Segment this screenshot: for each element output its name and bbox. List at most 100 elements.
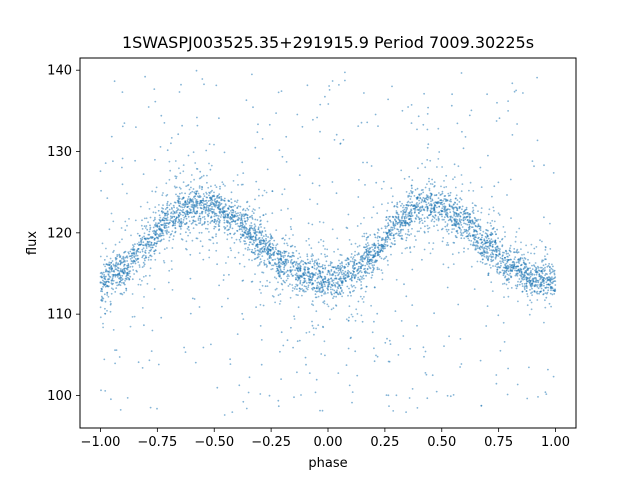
- data-point: [265, 239, 268, 242]
- data-point: [323, 300, 326, 302]
- data-point: [173, 201, 176, 204]
- data-point: [280, 331, 283, 334]
- data-point: [260, 363, 263, 366]
- data-point: [313, 264, 316, 267]
- data-point: [105, 268, 107, 271]
- data-points: [99, 69, 557, 416]
- data-point: [525, 290, 528, 292]
- data-point: [280, 378, 282, 380]
- data-point: [449, 198, 452, 201]
- data-point: [540, 270, 543, 272]
- data-point: [165, 231, 168, 234]
- data-point: [507, 100, 509, 102]
- data-point: [361, 298, 364, 300]
- data-point: [527, 267, 529, 270]
- data-point: [429, 159, 432, 162]
- data-point: [451, 93, 453, 96]
- data-point: [100, 290, 102, 292]
- data-point: [148, 245, 151, 248]
- data-point: [154, 249, 157, 252]
- data-point: [351, 279, 353, 282]
- data-point: [539, 278, 541, 281]
- data-point: [370, 165, 373, 167]
- data-point: [544, 286, 547, 289]
- data-point: [237, 225, 240, 227]
- data-point: [264, 250, 266, 253]
- data-point: [360, 281, 362, 283]
- data-point: [510, 258, 512, 261]
- data-point: [154, 225, 157, 228]
- data-point: [236, 206, 239, 209]
- data-point: [283, 262, 286, 265]
- data-point: [441, 201, 443, 204]
- data-point: [407, 106, 409, 108]
- data-point: [124, 220, 127, 223]
- data-point: [112, 160, 114, 163]
- data-point: [294, 263, 297, 266]
- data-point: [296, 269, 299, 272]
- data-point: [133, 315, 136, 318]
- data-point: [541, 266, 543, 269]
- data-point: [255, 306, 257, 308]
- data-point: [317, 290, 319, 293]
- data-point: [171, 289, 174, 291]
- data-point: [257, 264, 259, 267]
- data-point: [235, 238, 238, 241]
- data-point: [308, 244, 311, 246]
- data-point: [198, 231, 201, 234]
- data-point: [502, 274, 505, 277]
- data-point: [175, 177, 178, 180]
- data-point: [187, 198, 189, 201]
- data-point: [204, 218, 206, 220]
- data-point: [283, 272, 286, 274]
- data-point: [373, 247, 376, 250]
- data-point: [287, 273, 289, 276]
- data-point: [409, 201, 411, 204]
- data-point: [434, 214, 437, 217]
- data-point: [224, 227, 226, 230]
- data-point: [520, 275, 522, 277]
- data-point: [282, 260, 285, 263]
- data-point: [407, 228, 410, 231]
- data-point: [281, 251, 284, 254]
- data-point: [327, 271, 330, 274]
- data-point: [369, 234, 372, 236]
- data-point: [157, 222, 160, 225]
- data-point: [191, 221, 194, 224]
- data-point: [190, 209, 192, 211]
- data-point: [102, 279, 104, 282]
- data-point: [386, 225, 388, 228]
- data-point: [487, 237, 490, 240]
- data-point: [382, 180, 385, 183]
- data-point: [371, 254, 374, 257]
- data-point: [327, 305, 330, 308]
- data-point: [206, 220, 209, 223]
- data-point: [110, 282, 113, 285]
- data-point: [137, 261, 140, 263]
- data-point: [144, 255, 147, 257]
- data-point: [241, 234, 244, 237]
- data-point: [163, 212, 166, 215]
- data-point: [381, 278, 384, 281]
- data-point: [474, 225, 477, 228]
- data-point: [267, 252, 269, 254]
- data-point: [390, 245, 392, 248]
- data-point: [260, 260, 263, 263]
- data-point: [340, 254, 343, 256]
- data-point: [484, 232, 487, 235]
- data-point: [445, 228, 448, 231]
- data-point: [188, 193, 191, 196]
- data-point: [265, 235, 268, 238]
- data-point: [507, 287, 509, 290]
- data-point: [357, 271, 360, 274]
- data-point: [293, 396, 295, 399]
- data-point: [374, 260, 376, 263]
- data-point: [536, 292, 539, 295]
- data-point: [284, 234, 287, 237]
- data-point: [247, 209, 250, 211]
- data-point: [525, 279, 528, 281]
- data-point: [523, 265, 526, 268]
- data-point: [181, 192, 183, 194]
- data-point: [443, 345, 445, 347]
- data-point: [514, 240, 517, 243]
